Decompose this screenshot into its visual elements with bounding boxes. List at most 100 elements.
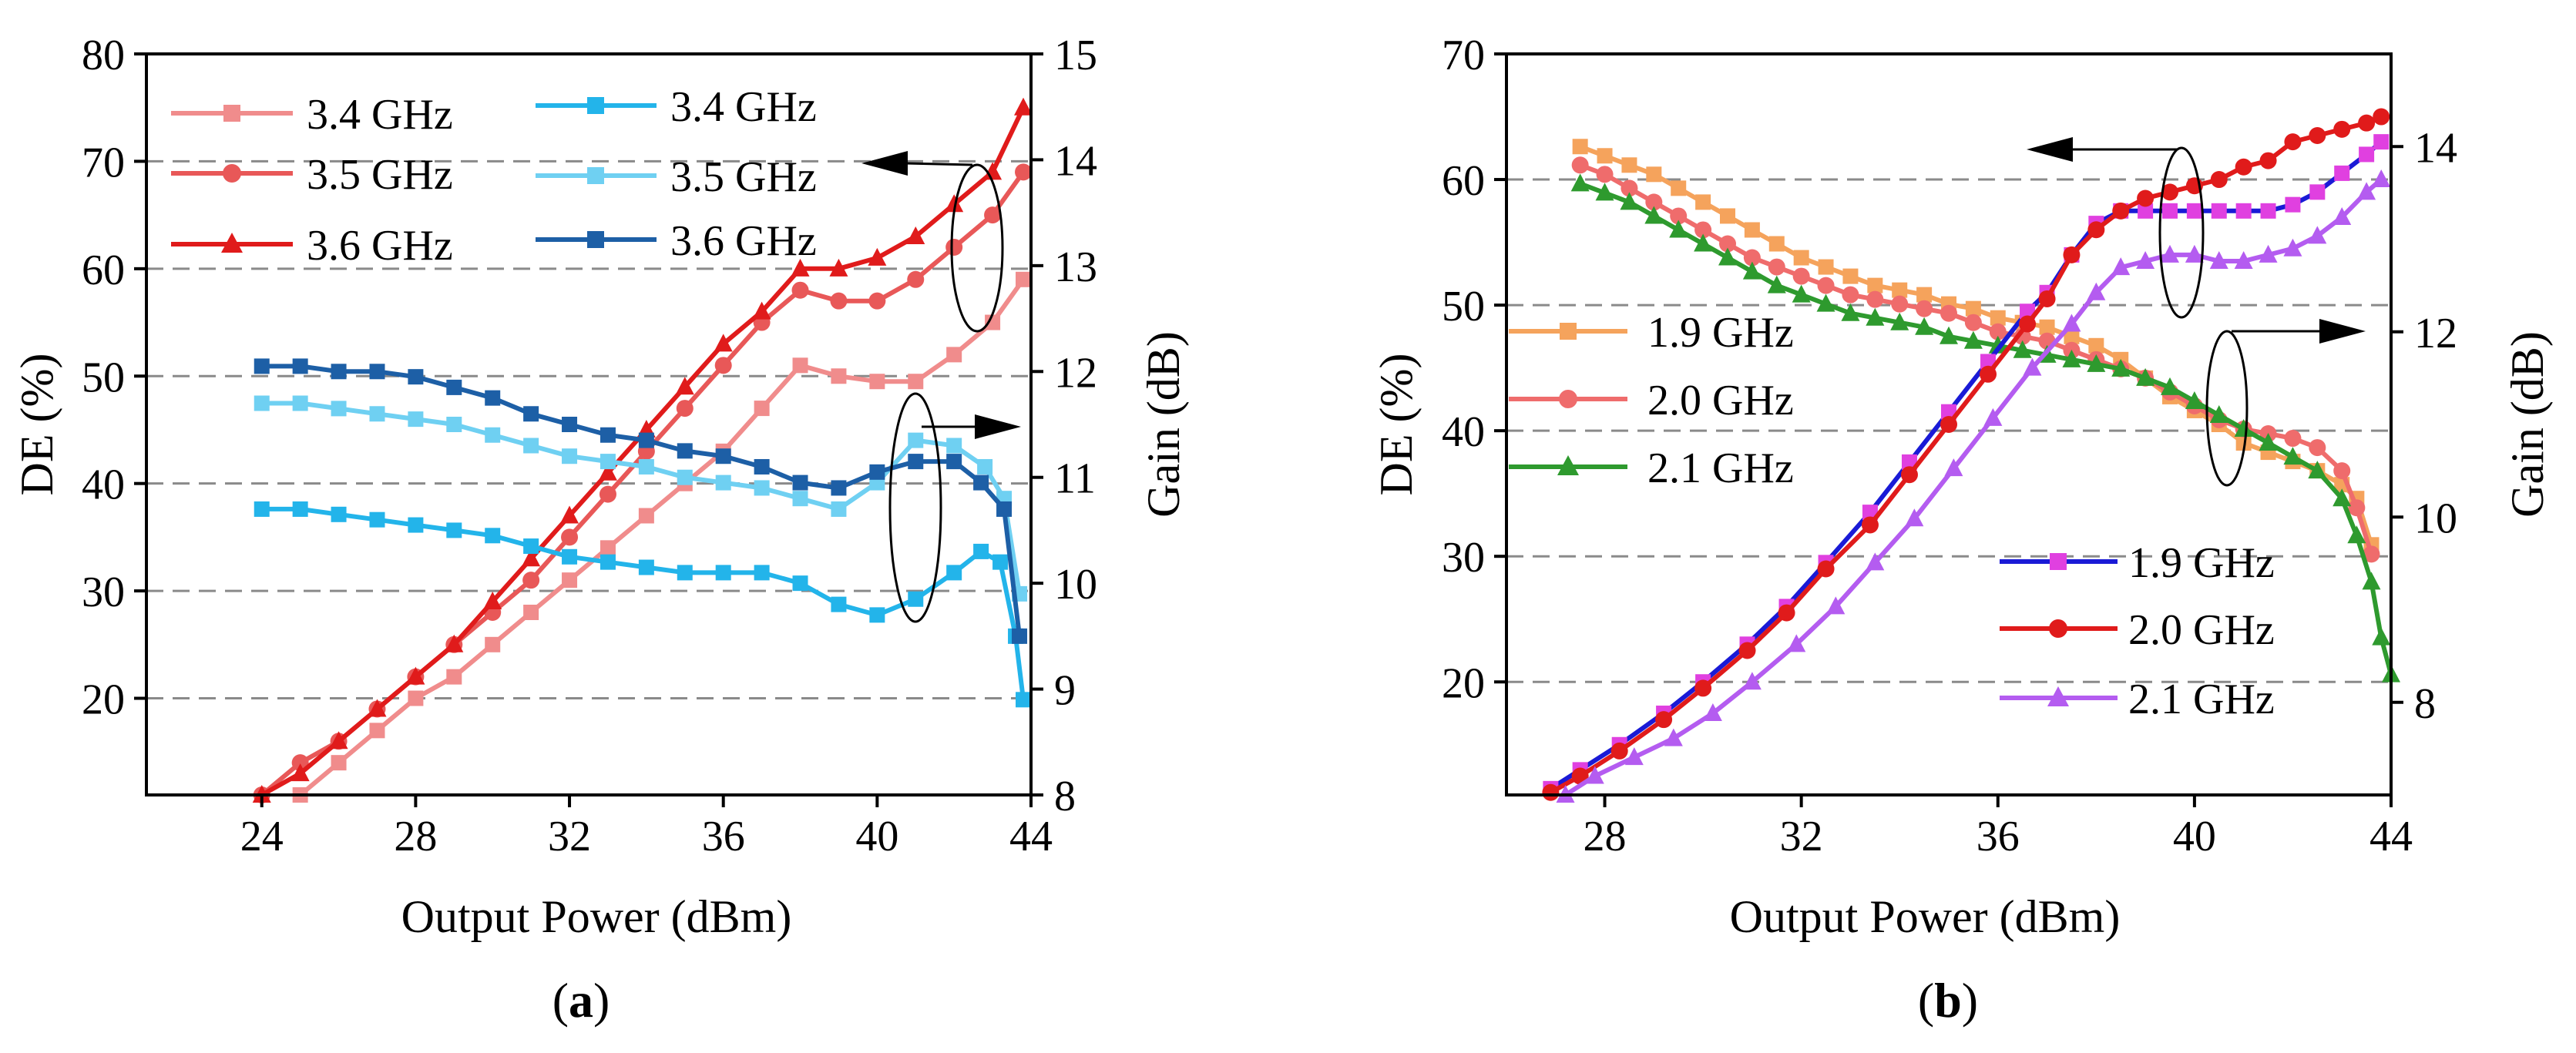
panel-b-legend-de: 1.9 GHz 2.0 GHz 2.1 GHz: [2000, 539, 2275, 723]
data-point: [1916, 300, 1933, 317]
data-point: [1940, 326, 1958, 344]
data-point: [2285, 196, 2301, 213]
data-point: [522, 572, 540, 589]
data-point: [791, 258, 810, 277]
data-point: [754, 480, 770, 496]
data-point: [292, 501, 308, 517]
data-point: [1890, 312, 1909, 330]
data-point: [1940, 416, 1957, 433]
left-y-tick-label: 30: [82, 568, 125, 616]
data-point: [1655, 711, 1673, 729]
data-point: [1620, 179, 1638, 197]
panel-b-left-axis-label: DE (%): [1371, 354, 1422, 496]
data-point: [946, 454, 962, 470]
data-point: [560, 505, 579, 524]
data-point: [1015, 163, 1033, 181]
data-point: [675, 377, 694, 395]
data-point: [792, 491, 808, 507]
left-y-tick-label: 50: [1442, 283, 1485, 330]
panel-a-de-annotation: [861, 151, 1004, 333]
data-point: [369, 364, 385, 380]
data-point: [2062, 349, 2081, 367]
legend-label: 3.5 GHz: [307, 151, 453, 199]
panel-b-x-axis-label: Output Power (dBm): [1730, 891, 2121, 942]
data-point: [1964, 314, 1982, 331]
data-point: [2020, 303, 2036, 320]
data-point: [2161, 377, 2179, 395]
data-point: [714, 357, 732, 374]
panel-a-x-axis-label: Output Power (dBm): [401, 891, 792, 942]
data-point: [2333, 206, 2352, 225]
data-point: [2309, 439, 2326, 457]
data-point: [1646, 166, 1662, 183]
data-point: [2359, 146, 2375, 163]
data-point: [562, 572, 578, 589]
data-point: [1842, 268, 1859, 284]
data-point: [446, 522, 462, 538]
data-point: [1817, 277, 1835, 294]
data-point: [638, 432, 654, 448]
data-point: [254, 395, 270, 411]
data-point: [2259, 152, 2277, 169]
left-arrow-icon: [861, 151, 908, 176]
data-point: [1743, 249, 1761, 267]
data-point: [868, 247, 887, 266]
data-point: [599, 485, 616, 503]
data-point: [1671, 180, 1687, 196]
series-b-gain-20-line: [1579, 163, 2374, 555]
data-point: [973, 543, 989, 559]
data-point: [983, 162, 1003, 180]
data-point: [1694, 679, 1712, 697]
data-point: [522, 548, 541, 567]
left-y-tick-label: 60: [1442, 157, 1485, 205]
data-point: [868, 292, 886, 310]
data-point: [1817, 560, 1835, 578]
data-point: [2348, 499, 2366, 517]
legend-label: 2.1 GHz: [1647, 444, 1794, 492]
data-point: [869, 607, 885, 623]
data-point: [331, 755, 347, 771]
data-point: [1915, 317, 1934, 335]
data-point: [1768, 258, 1785, 276]
right-y-tick-label: 14: [1054, 137, 1097, 185]
data-point: [2087, 221, 2105, 239]
data-point: [2062, 314, 2081, 332]
data-point: [1597, 148, 1613, 164]
data-point: [446, 669, 462, 685]
panel-b-plot-frame: [1505, 52, 2393, 796]
x-tick-label: 40: [2173, 813, 2216, 860]
data-point: [1965, 300, 1981, 317]
data-point: [1793, 250, 1809, 266]
data-point: [1989, 323, 2007, 340]
panel-b-de-annotation: [2027, 137, 2205, 319]
data-point: [1940, 304, 1957, 322]
data-point: [1738, 642, 1756, 659]
data-point: [1669, 220, 1688, 238]
data-point: [599, 554, 616, 570]
data-point: [1891, 295, 1909, 313]
legend-label: 3.4 GHz: [307, 91, 453, 139]
data-point: [2210, 171, 2228, 189]
data-point: [1866, 552, 1885, 571]
data-point: [908, 454, 924, 470]
left-y-tick-label: 70: [82, 139, 125, 186]
legend-item-b-de-1.9: 1.9 GHz: [2000, 539, 2275, 587]
data-point: [946, 438, 962, 454]
data-point: [2284, 430, 2302, 448]
data-point: [676, 400, 694, 418]
data-point: [945, 194, 964, 213]
data-point: [1792, 267, 1810, 285]
right-y-tick-label: 15: [1054, 32, 1097, 79]
data-point: [2211, 203, 2227, 219]
series-b-de-21: [1556, 169, 2391, 803]
data-point: [2333, 120, 2351, 138]
data-point: [1720, 208, 1735, 224]
data-point: [599, 427, 616, 443]
series-a-gain-35: [254, 395, 1028, 602]
data-point: [2088, 337, 2104, 354]
legend-item-b-de-2.1: 2.1 GHz: [2000, 676, 2275, 723]
panel-b-legend-gain: 1.9 GHz 2.0 GHz 2.1 GHz: [1509, 309, 1794, 492]
data-point: [2373, 108, 2390, 126]
data-point: [2161, 244, 2179, 263]
data-point: [677, 469, 693, 485]
